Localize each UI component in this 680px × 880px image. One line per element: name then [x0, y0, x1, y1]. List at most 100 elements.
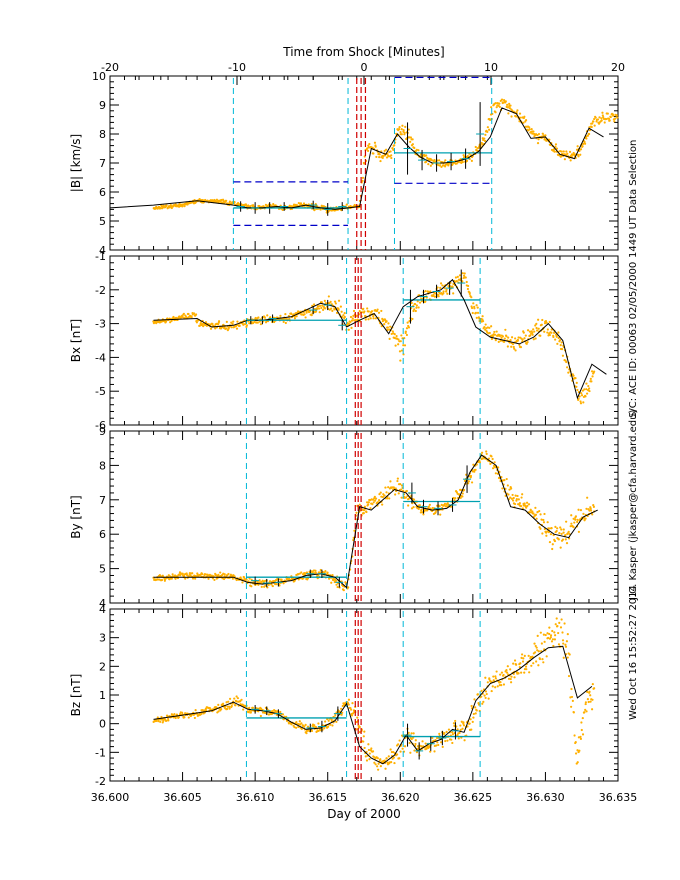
- data-point: [555, 335, 558, 338]
- y-tick-label: 5: [99, 215, 106, 228]
- data-point: [351, 317, 354, 320]
- data-point: [545, 321, 548, 324]
- data-point: [517, 498, 520, 501]
- data-point: [232, 320, 235, 323]
- data-point: [514, 115, 518, 118]
- data-point: [561, 538, 565, 541]
- data-point: [511, 343, 515, 346]
- data-point: [585, 392, 589, 395]
- data-point: [613, 120, 616, 123]
- data-point: [400, 496, 403, 499]
- data-point: [433, 750, 436, 753]
- data-point: [282, 582, 285, 585]
- data-point: [248, 322, 251, 325]
- data-point: [396, 477, 399, 480]
- data-point: [352, 314, 355, 317]
- data-point: [560, 618, 563, 621]
- data-point: [397, 492, 400, 495]
- data-point: [566, 366, 569, 369]
- data-point: [462, 154, 465, 157]
- data-point: [600, 119, 603, 122]
- data-point: [513, 347, 516, 350]
- data-point: [519, 662, 522, 665]
- data-point: [160, 578, 164, 582]
- data-point: [564, 645, 568, 648]
- data-point: [330, 581, 333, 584]
- data-point: [183, 716, 186, 719]
- data-point: [155, 322, 158, 325]
- data-point: [503, 340, 506, 343]
- data-point: [542, 521, 546, 524]
- data-point: [494, 102, 497, 105]
- data-point: [533, 330, 536, 333]
- data-point: [605, 117, 608, 121]
- data-point: [393, 144, 396, 147]
- data-point: [403, 745, 407, 748]
- data-point: [502, 673, 505, 677]
- data-point: [330, 307, 333, 310]
- y-tick-label: -5: [95, 385, 106, 398]
- data-point: [577, 530, 581, 533]
- data-point: [401, 124, 404, 127]
- data-point: [304, 316, 307, 319]
- data-point: [563, 158, 566, 161]
- data-point: [270, 583, 273, 586]
- bottom-axis-title: Day of 2000: [327, 807, 400, 821]
- data-point: [545, 655, 548, 658]
- y-tick-label: 5: [99, 563, 106, 576]
- data-point: [504, 100, 507, 103]
- data-point: [278, 578, 281, 581]
- data-point: [474, 468, 477, 471]
- data-point: [570, 522, 573, 525]
- data-point: [452, 292, 455, 295]
- data-point: [378, 493, 381, 496]
- data-point: [435, 744, 438, 747]
- data-point: [242, 323, 245, 326]
- data-point: [517, 672, 520, 675]
- data-point: [583, 140, 586, 144]
- data-point: [312, 303, 316, 306]
- data-point: [516, 338, 519, 341]
- data-point: [173, 713, 176, 716]
- data-point: [546, 632, 549, 635]
- data-point: [304, 723, 307, 726]
- data-point: [458, 731, 461, 734]
- data-point: [570, 695, 574, 699]
- data-point: [472, 712, 475, 716]
- data-point: [160, 715, 163, 719]
- data-point: [462, 488, 466, 492]
- data-point: [432, 293, 435, 296]
- data-point: [514, 349, 517, 352]
- y-axis-label: By [nT]: [69, 495, 83, 538]
- data-point: [554, 143, 558, 146]
- y-tick-label: 9: [99, 99, 106, 112]
- y-axis-label: Bx [nT]: [69, 319, 83, 362]
- data-point: [305, 732, 308, 735]
- data-point: [518, 112, 522, 115]
- data-point: [565, 520, 568, 523]
- y-tick-label: 9: [99, 425, 106, 438]
- data-point: [585, 710, 588, 713]
- x-tick-label: 36.630: [526, 791, 565, 804]
- data-point: [590, 708, 594, 711]
- data-point: [609, 115, 612, 119]
- data-point: [535, 517, 538, 520]
- data-point: [403, 131, 406, 134]
- data-point: [418, 301, 422, 304]
- data-point: [556, 527, 559, 530]
- data-point: [378, 156, 381, 159]
- data-point: [357, 724, 360, 727]
- data-point: [463, 739, 466, 742]
- data-point: [219, 571, 222, 574]
- data-point: [474, 145, 477, 149]
- data-point: [410, 507, 414, 510]
- panel-frame: [109, 430, 619, 604]
- data-point: [376, 757, 379, 760]
- data-point: [284, 321, 287, 325]
- data-point: [374, 145, 377, 148]
- data-point: [305, 311, 308, 314]
- data-point: [459, 728, 462, 731]
- data-point: [531, 655, 534, 658]
- data-point: [202, 325, 205, 328]
